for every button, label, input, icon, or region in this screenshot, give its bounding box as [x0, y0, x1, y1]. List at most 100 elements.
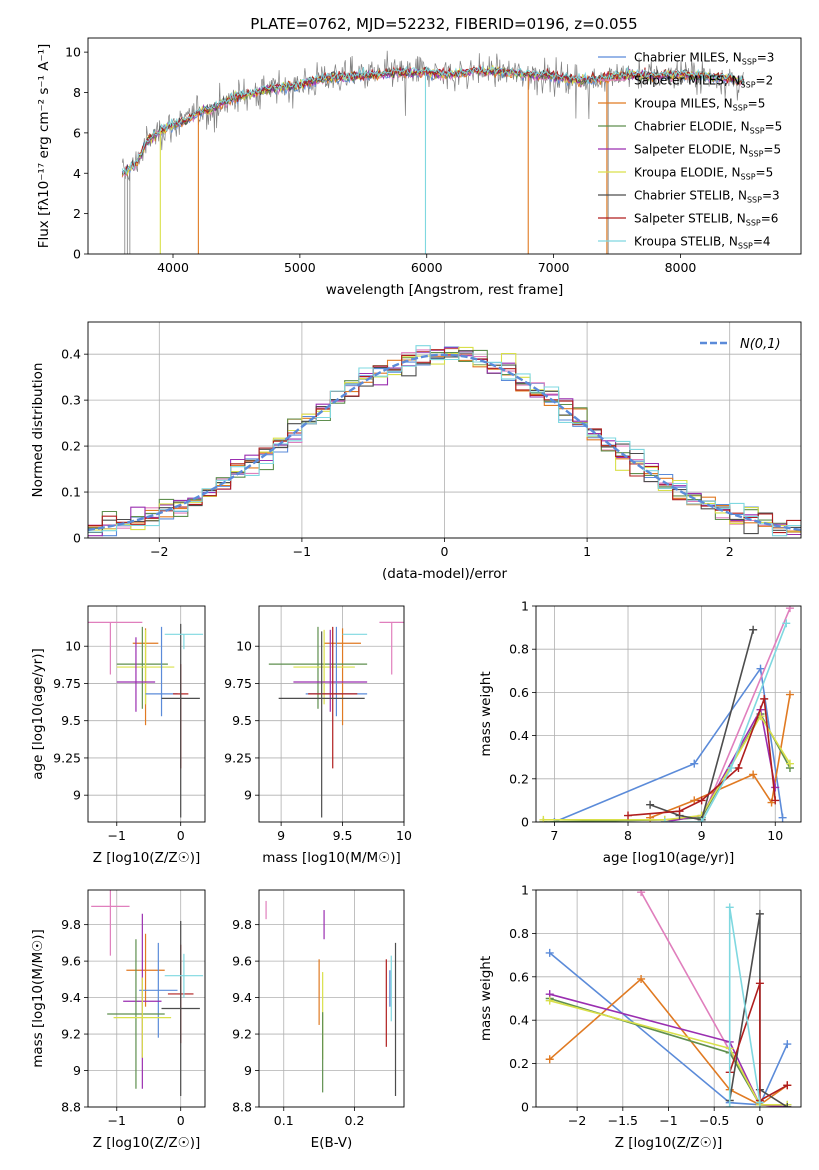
legend-label-chabrier-stelib: Chabrier STELIB, NSSP=3: [634, 189, 780, 205]
series-marker-chabrier-stelib: [783, 1103, 792, 1107]
point-chabrier-elodie: [107, 939, 165, 1089]
x-tick-label: 10: [767, 828, 783, 843]
y-tick-label: 0.4: [509, 1013, 529, 1028]
y-tick-label: 9.75: [224, 676, 252, 691]
legend-label-kroupa-elodie: Kroupa ELODIE, NSSP=5: [634, 166, 773, 182]
series-marker-salpeter-miles: [637, 890, 646, 897]
age_vs_mass-plot-area: [268, 621, 404, 818]
series-line-salpeter-stelib: [728, 983, 788, 1102]
series-marker-chabrier-miles: [545, 948, 554, 957]
x-tick-label: −2: [568, 1113, 586, 1128]
series-marker-chabrier-stelib: [749, 625, 758, 634]
x-tick-label: 7000: [538, 260, 570, 275]
series-line-salpeter-stelib: [627, 698, 776, 817]
y-tick-label: 1: [521, 599, 529, 614]
y-tick-label: 6: [73, 125, 81, 140]
y-tick-label: 9.6: [61, 954, 81, 969]
massweight_vs_age-plot-area: [539, 606, 794, 822]
series-marker-chabrier-miles: [756, 664, 765, 673]
series-line-salpeter-elodie: [549, 993, 788, 1107]
age_vs_Z-plot-area: [88, 621, 204, 818]
y-tick-label: 0: [521, 1100, 529, 1115]
y-tick-label: 0.6: [509, 969, 529, 984]
series-line-salpeter-elodie: [664, 707, 776, 822]
series-line-salpeter-miles: [700, 607, 791, 821]
x-tick-label: −1: [108, 828, 126, 843]
age_vs_Z-frame: [87, 605, 206, 823]
x-tick-label: −2: [150, 544, 168, 559]
x-tick-label: 4000: [157, 260, 189, 275]
series-marker-kroupa-stelib: [660, 818, 669, 822]
point-kroupa-elodie: [113, 977, 172, 1058]
y-tick-label: 0.4: [509, 728, 529, 743]
residuals-x-axis-label: (data-model)/error: [382, 566, 508, 582]
x-tick-label: 0.1: [274, 1113, 294, 1128]
point-kroupa-miles: [126, 933, 165, 1007]
massweight_vs_age-axes: 7 8 9 10 0 0.2 0.4 0.6 0.8 1 age [log10(age/yr)] ma…: [478, 599, 802, 866]
massweight_vs_Z-y-axis-label: mass weight: [478, 956, 494, 1041]
series-marker-salpeter-stelib: [771, 796, 780, 805]
y-tick-label: 10: [65, 45, 81, 60]
massweight_vs_age-y-axis-label: mass weight: [478, 671, 494, 756]
y-tick-label: 9.2: [61, 1027, 81, 1042]
x-tick-label: 9: [277, 828, 285, 843]
y-tick-label: 2: [73, 206, 81, 221]
legend-label-normal: N(0,1): [740, 337, 781, 352]
y-tick-label: 8: [73, 85, 81, 100]
y-tick-label: 0.2: [61, 439, 81, 454]
legend-label-chabrier-miles: Chabrier MILES, NSSP=3: [634, 51, 774, 67]
mass_vs_EBV-x-axis-label: E(B-V): [311, 1135, 353, 1151]
residuals-y-axis-label: Normed distribution: [30, 363, 46, 498]
mass_vs_Z-y-axis-label: mass [log10(M/M☉)]: [30, 929, 46, 1068]
y-tick-label: 9.8: [232, 917, 252, 932]
point-chabrier-miles: [145, 626, 178, 717]
series-marker-kroupa-stelib: [725, 1103, 734, 1107]
y-tick-label: 9.25: [224, 750, 252, 765]
series-marker-kroupa-miles: [690, 796, 699, 805]
histogram-kroupa-stelib: [88, 345, 801, 537]
point-kroupa-elodie: [116, 629, 175, 705]
series-marker-salpeter-stelib: [734, 764, 743, 772]
series-marker-salpeter-stelib: [675, 807, 684, 816]
y-tick-label: 8.8: [61, 1100, 81, 1115]
massweight_vs_Z-x-axis-label: Z [log10(Z/Z☉)]: [615, 1135, 723, 1151]
series-line-kroupa-elodie: [549, 999, 788, 1106]
point-salpeter-miles: [379, 621, 404, 675]
histogram-salpeter-elodie: [88, 347, 801, 537]
series-marker-kroupa-elodie: [539, 815, 548, 822]
y-tick-label: 0.2: [509, 771, 529, 786]
y-tick-label: 9.25: [53, 750, 81, 765]
y-tick-label: 9.2: [232, 1027, 252, 1042]
point-chabrier-miles: [305, 626, 368, 717]
point-salpeter-miles: [91, 890, 130, 956]
y-tick-label: 9: [73, 788, 81, 803]
x-tick-label: 7: [550, 828, 558, 843]
observed-spectrum-line: [121, 50, 744, 182]
series-marker-salpeter-stelib: [624, 811, 633, 820]
legend-label-salpeter-stelib: Salpeter STELIB, NSSP=6: [634, 212, 778, 228]
series-marker-salpeter-stelib: [783, 1081, 792, 1090]
point-kroupa-elodie: [293, 629, 355, 705]
series-line-chabrier-stelib: [728, 913, 788, 1107]
mass_vs_Z-x-axis-label: Z [log10(Z/Z☉)]: [93, 1135, 201, 1151]
point-kroupa-stelib: [164, 633, 204, 650]
series-marker-kroupa-stelib: [697, 818, 706, 822]
x-tick-label: 1: [583, 544, 591, 559]
point-chabrier-stelib: [278, 631, 365, 818]
age_vs_Z-y-axis-label: age [log10(age/yr)]: [30, 648, 46, 780]
x-tick-label: −0.5: [699, 1113, 729, 1128]
point-salpeter-miles: [88, 621, 143, 675]
y-tick-label: 0.4: [61, 347, 81, 362]
x-tick-label: 0: [177, 828, 185, 843]
y-tick-label: 9.5: [232, 713, 252, 728]
series-marker-chabrier-miles: [690, 759, 699, 768]
spectrum-axes: 4000 5000 6000 7000 8000 0 2 4 6 8 10 wavelength [A…: [36, 37, 802, 298]
x-tick-label: 0: [177, 1113, 185, 1128]
y-tick-label: 4: [73, 166, 81, 181]
series-marker-salpeter-miles: [785, 606, 794, 613]
massweight_vs_Z-axes: −2 −1.5 −1 −0.5 0 0 0.2 0.4 0.6 0.8 1 Z [log10(Z/Z☉…: [478, 883, 802, 1151]
mass_vs_Z-axes: −1 0 8.8 9 9.2 9.4 9.6 9.8 Z [log10(Z/Z☉)] mass […: [30, 889, 206, 1151]
y-tick-label: 10: [65, 639, 81, 654]
series-marker-chabrier-miles: [783, 1040, 792, 1049]
x-tick-label: −1: [293, 544, 311, 559]
